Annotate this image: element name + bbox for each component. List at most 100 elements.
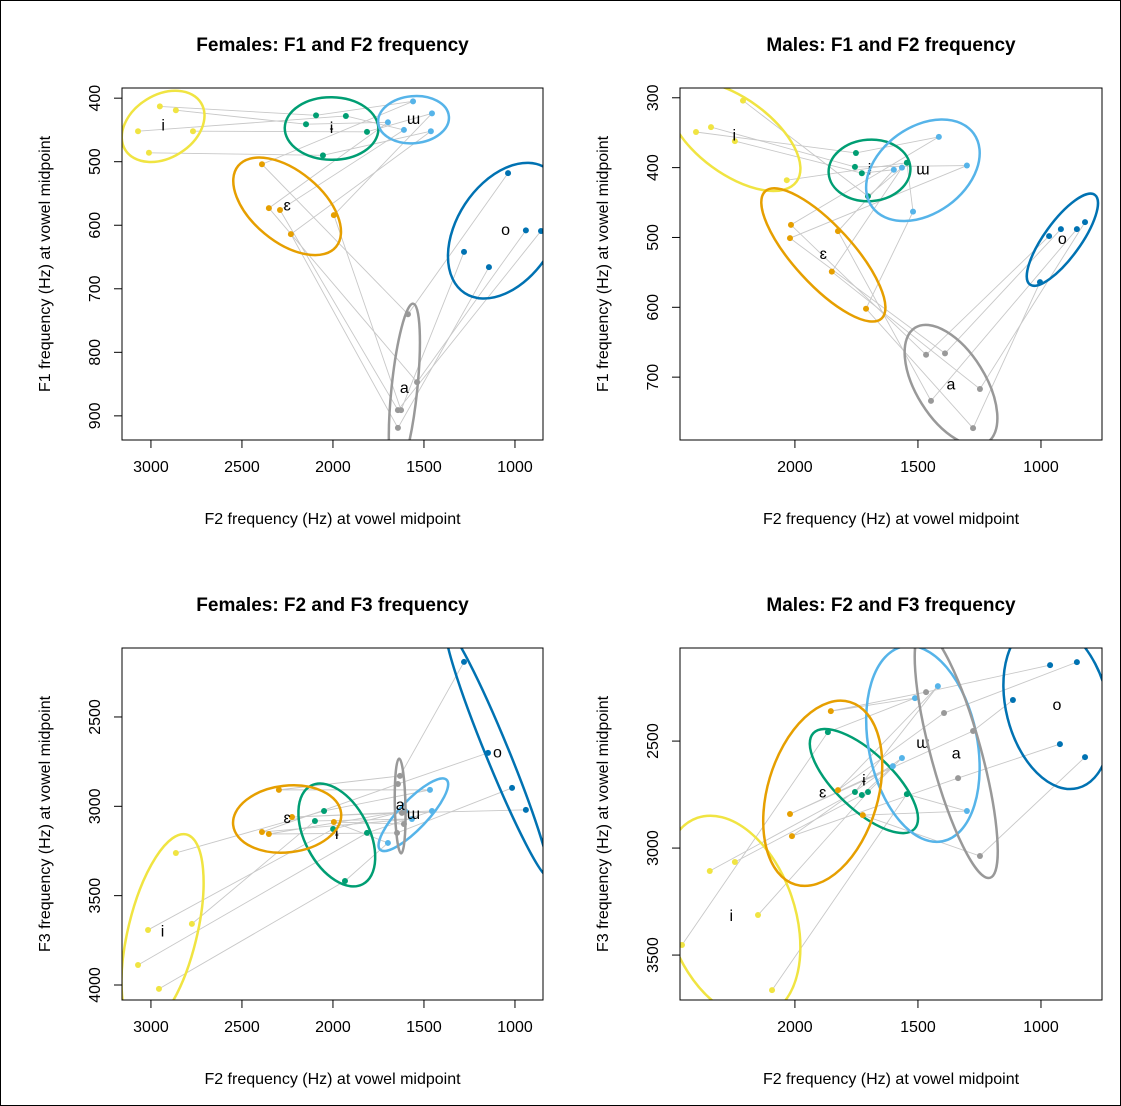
point <box>330 212 337 219</box>
point <box>976 386 983 393</box>
vowel-label: o <box>493 744 502 761</box>
speaker-line <box>757 743 1061 916</box>
point <box>189 128 196 135</box>
point <box>1056 741 1063 748</box>
x-tick-label: 1000 <box>497 459 533 476</box>
chart-title: Females: F1 and F2 frequency <box>196 35 469 56</box>
ellipse <box>376 94 451 145</box>
point <box>834 228 841 235</box>
vowel-label: ɛ <box>283 810 290 827</box>
ellipse <box>761 699 884 888</box>
vowel-label: i <box>730 908 734 925</box>
point <box>363 128 370 135</box>
point <box>889 763 896 770</box>
point <box>824 729 831 736</box>
point <box>769 987 776 994</box>
point <box>706 867 713 874</box>
point <box>289 814 296 821</box>
speaker-line <box>786 162 1041 429</box>
panel: Females: F2 and F3 frequency F2 frequency… <box>37 595 544 1088</box>
y-axis-label: F1 frequency (Hz) at vowel midpoint <box>595 135 612 392</box>
vowel-label: ɨ <box>862 772 866 789</box>
panel: Males: F1 and F2 frequency F2 frequency (… <box>595 35 1103 528</box>
point <box>394 424 401 431</box>
vowel-label: o <box>501 222 510 239</box>
ellipse <box>903 323 999 440</box>
speaker-line <box>734 699 1014 863</box>
point <box>1036 279 1043 286</box>
point <box>898 164 905 171</box>
vowel-label: i <box>733 127 737 144</box>
point <box>485 264 492 271</box>
point <box>522 806 529 813</box>
point <box>1082 219 1089 226</box>
x-tick-label: 1000 <box>1023 459 1059 476</box>
y-axis-label: F1 frequency (Hz) at vowel midpoint <box>37 135 54 392</box>
x-tick-label: 1000 <box>1023 1019 1059 1036</box>
y-tick-label: 600 <box>645 294 662 321</box>
y-axis-label: F3 frequency (Hz) at vowel midpoint <box>595 695 612 952</box>
point <box>394 780 401 787</box>
point <box>398 809 405 816</box>
y-axis-label: F3 frequency (Hz) at vowel midpoint <box>37 695 54 952</box>
point <box>384 839 391 846</box>
y-tick-label: 2500 <box>87 699 104 735</box>
ellipse <box>377 777 450 853</box>
y-tick-label: 300 <box>645 84 662 111</box>
plot-frame <box>121 647 544 1001</box>
point <box>927 397 934 404</box>
point <box>414 379 421 386</box>
x-tick-label: 2000 <box>315 459 351 476</box>
point <box>1073 226 1080 233</box>
speaker-line <box>148 130 490 429</box>
point <box>313 112 320 119</box>
y-tick-label: 700 <box>87 275 104 302</box>
point <box>963 808 970 815</box>
speaker-line <box>192 112 465 412</box>
vowel-label: ɨ <box>330 120 334 137</box>
speaker-line <box>681 664 1051 946</box>
ellipse <box>446 161 543 300</box>
point <box>903 791 910 798</box>
point <box>505 170 512 177</box>
point <box>135 128 142 135</box>
point <box>787 221 794 228</box>
point <box>363 829 370 836</box>
ellipse <box>231 784 343 854</box>
vowel-label: ɨ <box>335 826 339 843</box>
ellipse <box>283 96 380 162</box>
x-tick-label: 3000 <box>133 1019 169 1036</box>
y-tick-label: 3000 <box>645 830 662 866</box>
point <box>851 163 858 170</box>
x-tick-label: 1500 <box>406 1019 442 1036</box>
point <box>404 311 411 318</box>
speaker-line <box>742 100 1086 390</box>
ellipse <box>680 88 802 193</box>
x-tick-label: 1500 <box>900 1019 936 1036</box>
chart-title: Males: F1 and F2 frequency <box>766 35 1016 56</box>
speaker-line <box>695 131 1050 356</box>
y-tick-label: 400 <box>645 154 662 181</box>
point <box>258 161 265 168</box>
point <box>739 97 746 104</box>
point <box>852 149 859 156</box>
ellipse <box>913 648 999 880</box>
vowel-label: o <box>1053 697 1062 714</box>
y-tick-label: 500 <box>645 224 662 251</box>
point <box>408 815 415 822</box>
point <box>265 831 272 838</box>
point <box>786 235 793 242</box>
x-tick-label: 2000 <box>777 1019 813 1036</box>
point <box>731 138 738 145</box>
ellipse <box>1025 192 1100 288</box>
point <box>864 789 871 796</box>
panel: Females: F1 and F2 frequency F2 frequency… <box>37 35 544 528</box>
point <box>858 170 865 177</box>
vowel-label: a <box>952 745 961 762</box>
point <box>863 305 870 312</box>
point <box>537 227 543 234</box>
point <box>898 754 905 761</box>
point <box>287 231 294 238</box>
